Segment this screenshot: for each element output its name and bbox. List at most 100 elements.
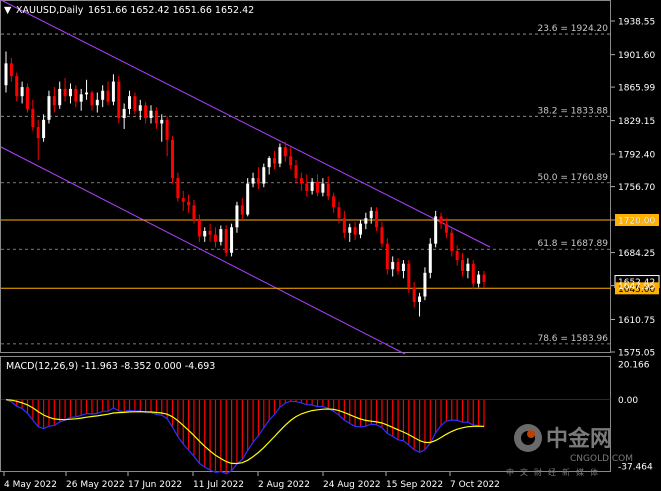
fib-label: 61.8 = 1687.89 [537,239,608,249]
candle [219,225,223,246]
candle [111,74,115,106]
price-tick-label: 1647.95 [618,282,655,292]
candle [138,99,142,120]
candle [283,141,287,162]
candle [42,114,46,142]
level-tag [615,282,659,295]
candle [9,57,13,82]
watermark-domain: CNGOLD.COM [570,454,633,464]
macd-indicator [1,399,611,475]
candle [90,90,94,111]
candle [444,218,448,239]
candle [4,51,8,93]
candle [101,85,105,108]
candle [401,260,405,279]
date-tick-label: 2 Aug 2022 [258,480,310,490]
candle [63,77,67,102]
candle [434,210,438,248]
candle [342,210,346,239]
candle [68,83,72,104]
date-tick-label: 15 Sep 2022 [386,480,443,490]
candle [149,105,153,124]
macd-panel-frame [0,356,611,472]
price-tick-label: 1865.99 [618,84,655,94]
price-tick-label: 1610.75 [618,316,655,326]
level-tag [615,214,659,227]
candle [450,229,454,257]
candle [133,92,137,115]
level-tag-label: 1720.00 [618,217,655,227]
candle [294,159,298,184]
candle [246,178,250,217]
price-axis: 1938.55 1901.60 1865.99 1829.15 1792.40 1756.… [611,18,655,359]
candle [117,76,121,124]
candle [15,72,19,102]
candle [52,87,56,113]
candle [213,227,217,248]
candle [187,194,191,213]
candle [224,225,228,257]
candle [256,167,260,190]
candle [326,176,330,200]
date-axis: 4 May 2022 26 May 2022 17 Jun 2022 11 Jul 2… [3,472,500,490]
price-tick-label: 1720.00 [618,217,655,227]
candle [385,238,389,275]
price-tick-label: 1575.05 [618,349,655,359]
date-tick-label: 7 Oct 2022 [450,480,500,490]
candle [353,221,357,241]
candle [251,172,255,188]
candle [192,199,196,224]
watermark-slogan: 中文财经新媒体 [506,467,604,477]
candle [128,90,132,115]
candle [267,156,271,175]
macd-tick-label: 20.166 [618,361,650,371]
candle [47,90,51,124]
macd-line [5,399,485,475]
candle [20,81,24,104]
candle [289,147,293,170]
horizontal-levels[interactable]: 1720.001652.421645.00 [1,214,660,295]
fib-label: 50.0 = 1760.89 [537,173,608,183]
candle [208,223,212,242]
channel-line[interactable] [0,0,491,248]
candle [466,258,470,279]
candle [122,103,126,129]
price-panel-frame [0,0,611,353]
candle [31,99,35,131]
candle [369,207,373,224]
candle [36,119,40,160]
channel-line[interactable] [0,146,406,355]
candlesticks [4,51,486,317]
collapse-triangle-icon[interactable]: ▼ [4,5,12,16]
candle [240,198,244,221]
watermark-brand: 中金网 [546,426,612,452]
candle [235,201,239,233]
candle [165,116,169,157]
candle [170,136,174,184]
candle [321,178,325,197]
candle [332,192,336,213]
regression-channel[interactable] [0,0,491,355]
candle [380,221,384,248]
fib-label: 78.6 = 1583.96 [537,334,608,344]
macd-label: MACD(12,26,9) -11.963 -8.352 0.000 -4.69… [6,361,215,372]
candle [181,190,185,211]
candle [299,172,303,191]
date-tick-label: 24 Aug 2022 [323,480,381,490]
candle [310,178,314,195]
candle [418,292,422,317]
candle [316,174,320,197]
candle [482,271,486,288]
level-tag-label: 1645.00 [618,285,655,295]
cngold-watermark-logo: 中金网 CNGOLD.COM 中文财经新媒体 [506,424,633,477]
candle [375,207,379,231]
candle [477,271,481,288]
date-tick-label: 26 May 2022 [66,480,125,490]
macd-tick-label: -37.464 [618,463,653,473]
candle [358,220,362,239]
fib-label: 23.6 = 1924.20 [537,24,608,34]
price-tick-label: 1901.60 [618,51,655,61]
candle [58,81,62,109]
candle [176,172,180,202]
